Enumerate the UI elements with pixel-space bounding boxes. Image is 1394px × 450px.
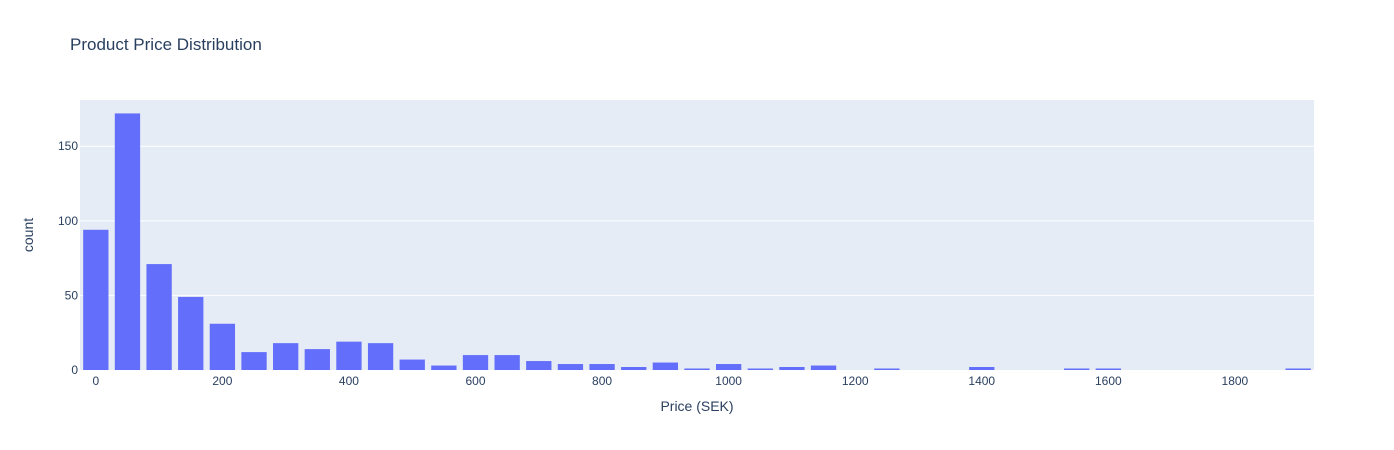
histogram-bar[interactable] <box>526 361 552 370</box>
x-tick-label: 1800 <box>1222 374 1249 388</box>
y-tick-label: 150 <box>58 139 78 153</box>
histogram-bar[interactable] <box>304 349 330 370</box>
histogram-bar[interactable] <box>1064 368 1090 370</box>
y-tick-label: 0 <box>71 363 78 377</box>
histogram-bar[interactable] <box>178 296 204 370</box>
histogram-bar[interactable] <box>1285 368 1311 370</box>
histogram-bar[interactable] <box>652 362 679 370</box>
x-tick-label: 1400 <box>968 374 995 388</box>
y-axis-title: count <box>20 218 36 252</box>
histogram-bar[interactable] <box>874 368 900 370</box>
histogram-bar[interactable] <box>241 352 267 370</box>
histogram-bar[interactable] <box>209 323 236 370</box>
histogram-bar[interactable] <box>336 341 362 370</box>
histogram-bar[interactable] <box>684 368 710 370</box>
y-axis-ticks: 0 50 100 150 <box>58 139 78 377</box>
y-tick-label: 100 <box>58 214 78 228</box>
histogram-bar[interactable] <box>779 367 805 370</box>
histogram-bar[interactable] <box>462 355 489 370</box>
y-tick-label: 50 <box>65 288 79 302</box>
histogram-bar[interactable] <box>273 343 299 370</box>
x-tick-label: 1000 <box>715 374 742 388</box>
histogram-bar[interactable] <box>83 229 109 370</box>
histogram-bar[interactable] <box>399 359 425 370</box>
histogram-bar[interactable] <box>146 264 172 370</box>
x-tick-label: 200 <box>212 374 232 388</box>
gridlines <box>80 145 1314 296</box>
bars <box>83 113 1311 370</box>
plot-area <box>80 100 1314 370</box>
x-tick-label: 400 <box>339 374 359 388</box>
histogram-bar[interactable] <box>589 364 615 370</box>
histogram-bar[interactable] <box>810 365 837 370</box>
chart-title: Product Price Distribution <box>70 35 262 54</box>
histogram-bar[interactable] <box>1095 368 1121 370</box>
x-tick-label: 1200 <box>842 374 869 388</box>
histogram-bar[interactable] <box>494 355 520 370</box>
x-axis-title: Price (SEK) <box>660 398 733 414</box>
x-tick-label: 1600 <box>1095 374 1122 388</box>
x-tick-label: 800 <box>592 374 612 388</box>
x-tick-label: 0 <box>92 374 99 388</box>
histogram-bar[interactable] <box>431 365 457 370</box>
histogram-bar[interactable] <box>367 343 394 370</box>
histogram-bar[interactable] <box>969 367 995 370</box>
histogram-bar[interactable] <box>557 364 584 370</box>
histogram-bar[interactable] <box>621 367 647 370</box>
histogram-bar[interactable] <box>747 368 773 370</box>
x-tick-label: 600 <box>465 374 485 388</box>
x-axis-ticks: 0 200 400 600 800 1000 1200 1400 1600 1800 <box>92 374 1248 388</box>
histogram-bar[interactable] <box>114 113 141 370</box>
histogram-bar[interactable] <box>715 364 742 370</box>
